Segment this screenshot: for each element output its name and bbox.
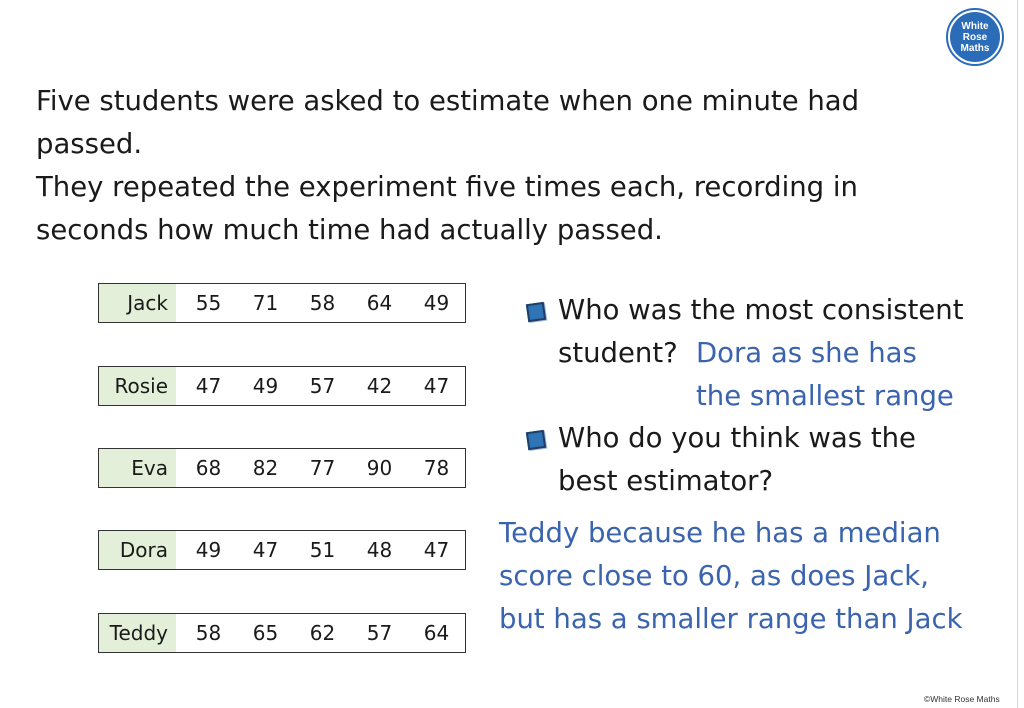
answer-1-line-2: the smallest range <box>696 380 954 412</box>
time-value: 78 <box>423 456 450 480</box>
square-bullet-icon <box>525 301 547 323</box>
time-value: 47 <box>252 538 279 562</box>
logo-line-2: Rose <box>962 31 988 43</box>
answer-2: Teddy because he has a median score clos… <box>499 512 963 641</box>
student-name: Eva <box>99 449 176 487</box>
question-1-line-1: Who was the most consistent <box>558 294 964 326</box>
time-value: 49 <box>252 374 279 398</box>
answer-2-line-3: but has a smaller range than Jack <box>499 603 963 635</box>
time-value: 57 <box>366 621 393 645</box>
student-name: Dora <box>99 531 176 569</box>
time-value: 64 <box>366 291 393 315</box>
time-value: 58 <box>195 621 222 645</box>
time-value: 64 <box>423 621 450 645</box>
student-row-rosie: Rosie 47 49 57 42 47 <box>98 366 466 406</box>
time-value: 49 <box>423 291 450 315</box>
time-value: 71 <box>252 291 279 315</box>
intro-line-4: seconds how much time had actually passe… <box>36 214 663 246</box>
time-value: 68 <box>195 456 222 480</box>
time-value: 47 <box>423 374 450 398</box>
time-value: 82 <box>252 456 279 480</box>
time-value: 57 <box>309 374 336 398</box>
student-row-jack: Jack 55 71 58 64 49 <box>98 283 466 323</box>
time-value: 62 <box>309 621 336 645</box>
question-1-line-2: student? <box>558 337 678 369</box>
question-1: Who was the most consistent student? <box>558 289 998 375</box>
student-row-teddy: Teddy 58 65 62 57 64 <box>98 613 466 653</box>
answer-1: Dora as she has the smallest range <box>696 332 954 418</box>
student-name: Rosie <box>99 367 176 405</box>
time-value: 90 <box>366 456 393 480</box>
time-value: 55 <box>195 291 222 315</box>
question-2-line-1: Who do you think was the <box>558 422 916 454</box>
intro-line-3: They repeated the experiment five times … <box>36 171 858 203</box>
square-bullet-icon <box>525 429 547 451</box>
intro-text: Five students were asked to estimate whe… <box>36 80 936 252</box>
logo-badge: White Rose Maths <box>950 12 1000 62</box>
logo-line-1: White <box>961 20 989 32</box>
student-name: Jack <box>99 284 176 322</box>
white-rose-maths-logo: White Rose Maths <box>946 8 1004 66</box>
answer-2-line-2: score close to 60, as does Jack, <box>499 560 929 592</box>
copyright-notice: ©White Rose Maths <box>924 694 1000 704</box>
slide-edge-line <box>1017 0 1018 708</box>
time-value: 58 <box>309 291 336 315</box>
time-value: 47 <box>195 374 222 398</box>
question-2: Who do you think was the best estimator? <box>558 417 998 503</box>
question-2-line-2: best estimator? <box>558 465 774 497</box>
time-value: 65 <box>252 621 279 645</box>
student-row-eva: Eva 68 82 77 90 78 <box>98 448 466 488</box>
time-value: 49 <box>195 538 222 562</box>
answer-1-line-1: Dora as she has <box>696 337 917 369</box>
time-value: 48 <box>366 538 393 562</box>
intro-line-2: passed. <box>36 128 143 160</box>
time-value: 47 <box>423 538 450 562</box>
time-value: 42 <box>366 374 393 398</box>
student-name: Teddy <box>99 614 176 652</box>
logo-line-3: Maths <box>960 42 990 54</box>
time-value: 77 <box>309 456 336 480</box>
student-row-dora: Dora 49 47 51 48 47 <box>98 530 466 570</box>
time-value: 51 <box>309 538 336 562</box>
intro-line-1: Five students were asked to estimate whe… <box>36 85 860 117</box>
answer-2-line-1: Teddy because he has a median <box>499 517 941 549</box>
